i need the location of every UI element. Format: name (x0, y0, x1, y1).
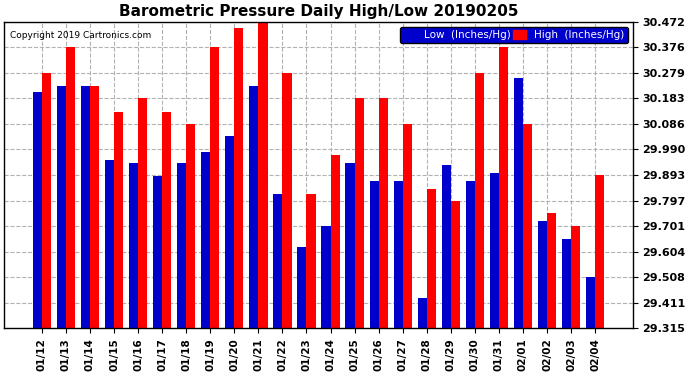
Bar (306, 195, 315, 328)
Text: Copyright 2019 Cartronics.com: Copyright 2019 Cartronics.com (10, 31, 152, 40)
Bar (322, 226, 331, 328)
Bar (210, 47, 219, 328)
Bar (586, 277, 595, 328)
Bar (547, 213, 556, 328)
Bar (562, 240, 571, 328)
Bar (81, 86, 90, 328)
Bar (32, 92, 42, 328)
Bar (490, 173, 499, 328)
Bar (451, 201, 460, 328)
Bar (571, 226, 580, 328)
Bar (514, 78, 523, 328)
Legend: Low  (Inches/Hg), High  (Inches/Hg): Low (Inches/Hg), High (Inches/Hg) (400, 27, 628, 43)
Bar (114, 112, 124, 328)
Bar (379, 98, 388, 328)
Bar (595, 175, 604, 328)
Bar (297, 248, 306, 328)
Bar (235, 27, 244, 328)
Bar (90, 86, 99, 328)
Bar (393, 181, 403, 328)
Title: Barometric Pressure Daily High/Low 20190205: Barometric Pressure Daily High/Low 20190… (119, 4, 518, 19)
Bar (370, 181, 379, 328)
Bar (442, 165, 451, 328)
Bar (499, 47, 508, 328)
Bar (105, 160, 114, 328)
Bar (417, 298, 426, 328)
Bar (403, 124, 412, 328)
Bar (538, 221, 547, 328)
Bar (282, 73, 292, 328)
Bar (249, 86, 258, 328)
Bar (66, 47, 75, 328)
Bar (186, 124, 195, 328)
Bar (523, 124, 532, 328)
Bar (57, 86, 66, 328)
Bar (42, 73, 51, 328)
Bar (355, 98, 364, 328)
Bar (475, 73, 484, 328)
Bar (258, 22, 268, 328)
Bar (225, 136, 235, 328)
Bar (162, 112, 171, 328)
Bar (331, 155, 339, 328)
Bar (129, 163, 138, 328)
Bar (138, 98, 147, 328)
Bar (201, 152, 210, 328)
Bar (177, 163, 186, 328)
Bar (426, 189, 436, 328)
Bar (153, 176, 162, 328)
Bar (466, 181, 475, 328)
Bar (273, 195, 282, 328)
Bar (346, 163, 355, 328)
